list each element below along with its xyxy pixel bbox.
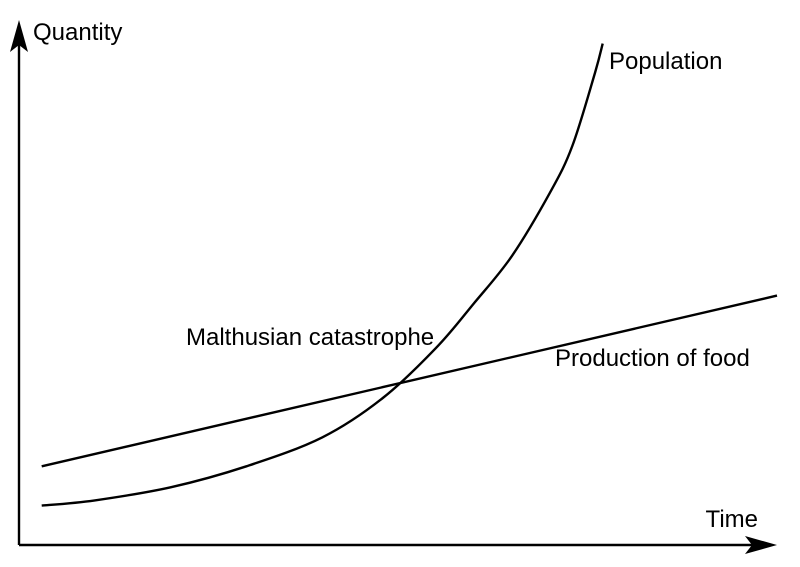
x-axis — [19, 536, 777, 554]
x-axis-arrow-icon — [745, 536, 777, 554]
production-of-food-series-label: Production of food — [555, 345, 750, 372]
malthusian-catastrophe-annotation: Malthusian catastrophe — [186, 324, 434, 351]
population-series-label: Population — [609, 48, 722, 75]
y-axis — [10, 20, 28, 545]
y-axis-label: Quantity — [33, 19, 122, 46]
y-axis-arrow-icon — [10, 20, 28, 52]
x-axis-label: Time — [706, 506, 758, 533]
production-of-food-line — [41, 294, 778, 468]
population-curve — [41, 43, 604, 507]
